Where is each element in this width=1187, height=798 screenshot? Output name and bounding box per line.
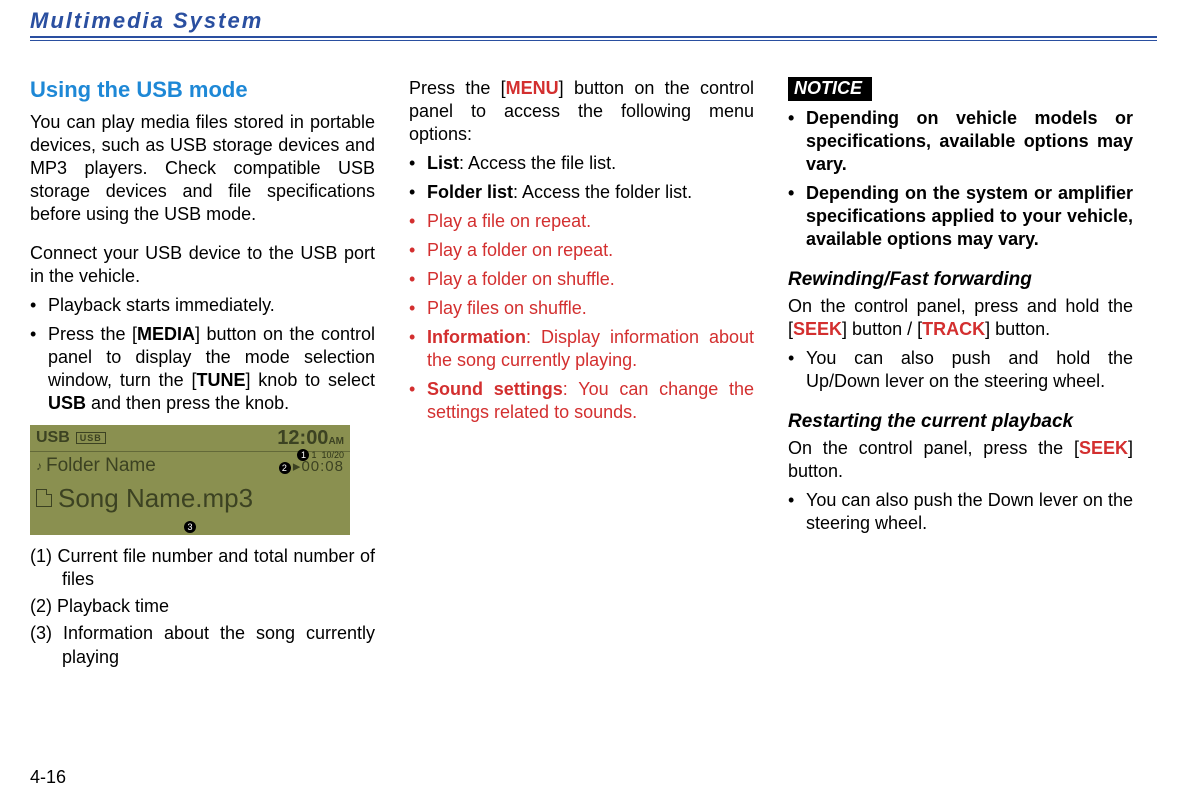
seek-label: SEEK	[793, 319, 842, 339]
header-rule-thick	[30, 36, 1157, 38]
rewind-para: On the control panel, press and hold the…	[788, 295, 1133, 341]
subheading-restart: Restarting the current playback	[788, 411, 1133, 433]
text: : Access the file list.	[459, 153, 616, 173]
legend-2: (2) Playback time	[30, 595, 375, 618]
notice-item-2: Depending on the system or amplifier spe…	[788, 182, 1133, 251]
legend-1: (1) Current file number and total number…	[30, 545, 375, 591]
text: ] knob to select	[246, 370, 375, 390]
lcd-song-name: Song Name.mp3	[58, 483, 253, 514]
tune-label: TUNE	[197, 370, 246, 390]
menu-item-sound-settings: Sound settings: You can change the setti…	[409, 378, 754, 424]
lcd-usb-text: USB	[36, 429, 70, 447]
lcd-marker-2: 2	[279, 462, 291, 474]
restart-para: On the control panel, press the [SEEK] b…	[788, 437, 1133, 483]
col2-menu-list: List: Access the file list. Folder list:…	[409, 152, 754, 424]
seek-label-2: SEEK	[1079, 438, 1128, 458]
lcd-legend: (1) Current file number and total number…	[30, 545, 375, 668]
col1-para1: You can play media files stored in porta…	[30, 111, 375, 226]
col2-para1: Press the [MENU] button on the control p…	[409, 77, 754, 146]
label: List	[427, 153, 459, 173]
text: On the control panel, press the [	[788, 438, 1079, 458]
restart-bullet-1: You can also push the Down lever on the …	[788, 489, 1133, 535]
file-icon	[36, 489, 52, 507]
legend-3: (3) Information about the song currently…	[30, 622, 375, 668]
menu-item-shuffle-files: Play files on shuffle.	[409, 297, 754, 320]
usb-label: USB	[48, 393, 86, 413]
col1-bullet-2: Press the [MEDIA] button on the control …	[30, 323, 375, 415]
menu-label: MENU	[506, 78, 559, 98]
text: : Access the folder list.	[513, 182, 692, 202]
subheading-rewind: Rewinding/Fast forwarding	[788, 269, 1133, 291]
lcd-counter: 11 10/20	[297, 449, 344, 461]
restart-bullets: You can also push the Down lever on the …	[788, 489, 1133, 535]
column-1: Using the USB mode You can play media fi…	[30, 77, 375, 673]
label: Information	[427, 327, 526, 347]
text: ] button.	[985, 319, 1050, 339]
track-label: TRACK	[922, 319, 985, 339]
lcd-marker-1: 1	[297, 449, 309, 461]
text: Press the [	[409, 78, 506, 98]
text: Press the [	[48, 324, 137, 344]
text: and then press the knob.	[86, 393, 289, 413]
media-label: MEDIA	[137, 324, 195, 344]
menu-item-folder-list: Folder list: Access the folder list.	[409, 181, 754, 204]
lcd-marker-3: 3	[184, 521, 196, 533]
col1-bullet-1: Playback starts immediately.	[30, 294, 375, 317]
col1-para2: Connect your USB device to the USB port …	[30, 242, 375, 288]
column-3: NOTICE Depending on vehicle models or sp…	[788, 77, 1133, 673]
text: ] button / [	[842, 319, 922, 339]
lcd-folder-name: Folder Name	[46, 455, 156, 477]
label: Sound settings	[427, 379, 563, 399]
label: Folder list	[427, 182, 513, 202]
page-number: 4-16	[30, 767, 66, 788]
menu-item-list: List: Access the file list.	[409, 152, 754, 175]
lcd-usb-badge: USB	[76, 432, 106, 444]
usb-mode-heading: Using the USB mode	[30, 77, 375, 103]
column-2: Press the [MENU] button on the control p…	[409, 77, 754, 673]
lcd-counter-text: 1 10/20	[311, 450, 344, 460]
page: Multimedia System Using the USB mode You…	[0, 0, 1187, 798]
menu-item-shuffle-folder: Play a folder on shuffle.	[409, 268, 754, 291]
header-rule-thin	[30, 40, 1157, 41]
col1-bullets: Playback starts immediately. Press the […	[30, 294, 375, 415]
note-icon: ♪	[36, 459, 42, 473]
notice-item-1: Depending on vehicle models or specifica…	[788, 107, 1133, 176]
rewind-bullets: You can also push and hold the Up/Down l…	[788, 347, 1133, 393]
columns: Using the USB mode You can play media fi…	[30, 77, 1157, 673]
usb-lcd-screenshot: USB USB 12:00AM 11 10/20 ♪ Folder Name 2…	[30, 425, 350, 535]
header-title: Multimedia System	[30, 8, 1157, 34]
menu-item-information: Information: Display information about t…	[409, 326, 754, 372]
notice-badge: NOTICE	[788, 77, 872, 101]
menu-item-repeat-file: Play a file on repeat.	[409, 210, 754, 233]
menu-item-repeat-folder: Play a folder on repeat.	[409, 239, 754, 262]
notice-list: Depending on vehicle models or specifica…	[788, 107, 1133, 251]
rewind-bullet-1: You can also push and hold the Up/Down l…	[788, 347, 1133, 393]
